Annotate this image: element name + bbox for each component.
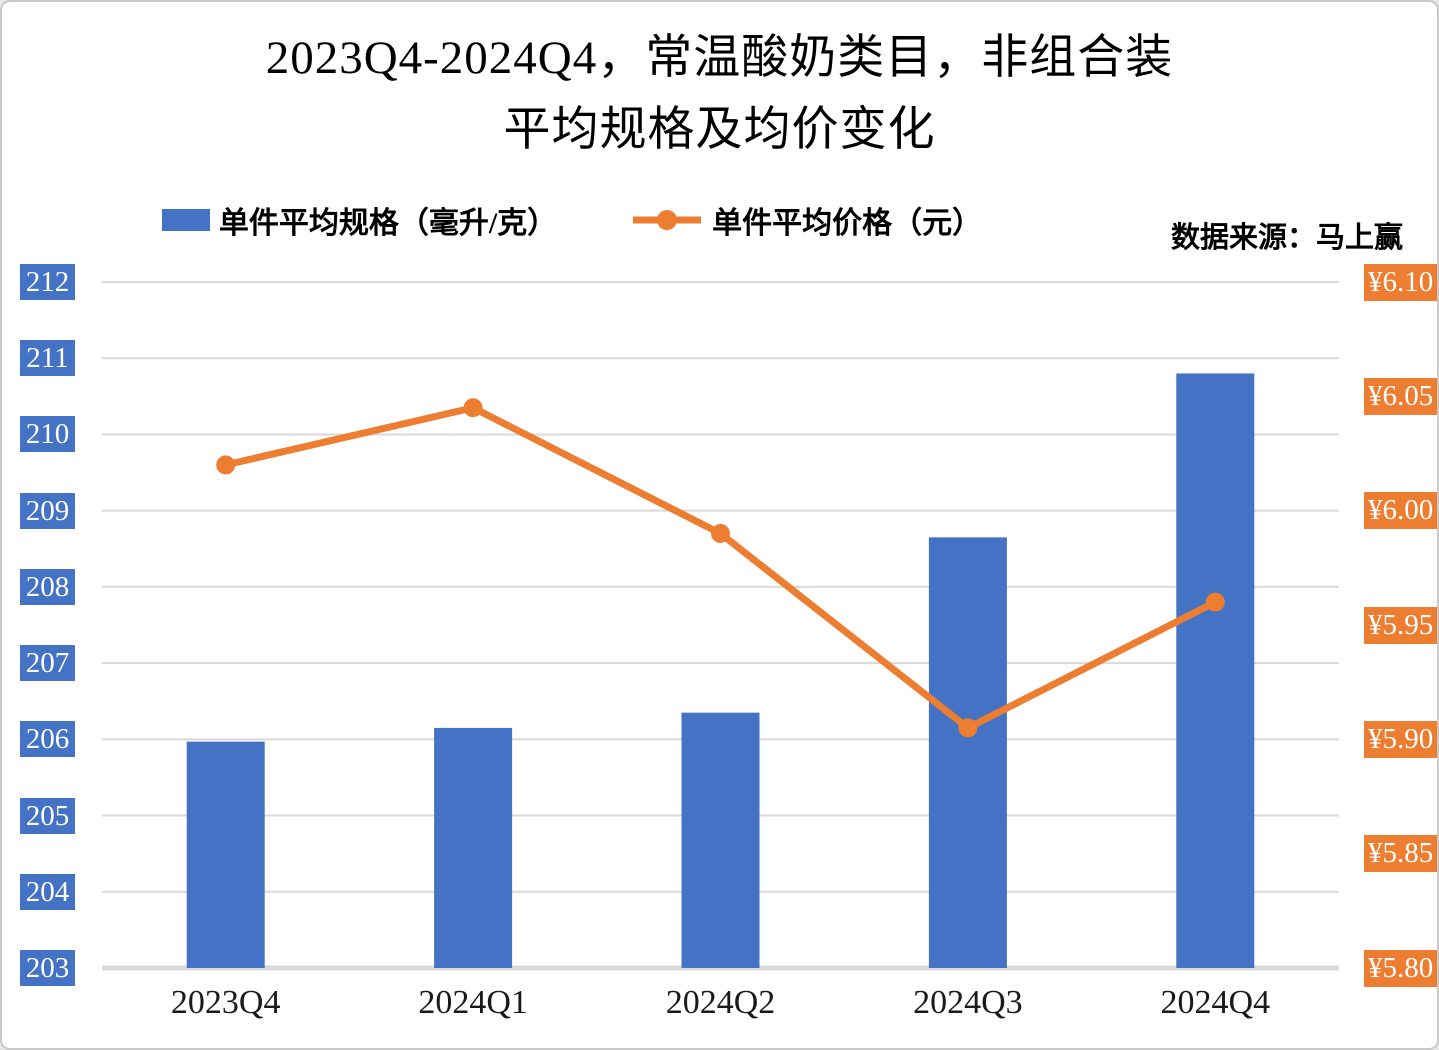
left-axis-tick-208: 208 — [20, 568, 75, 605]
left-axis-tick-206: 206 — [20, 721, 75, 758]
price-marker-2023Q4 — [216, 455, 236, 475]
bar-2024Q3 — [928, 537, 1007, 968]
left-axis-tick-207: 207 — [20, 645, 75, 682]
x-axis-label-2023Q4: 2023Q4 — [170, 984, 281, 1021]
right-axis-tick-¥5.80: ¥5.80 — [1364, 949, 1437, 987]
data-source-note: 数据来源：马上赢 — [1170, 222, 1403, 254]
bar-2023Q4 — [186, 741, 265, 968]
left-axis-tick-212: 212 — [20, 264, 75, 300]
legend-item-price: 单件平均价格（元） — [631, 198, 982, 242]
legend-item-spec: 单件平均规格（毫升/克） — [161, 198, 558, 242]
bar-2024Q4 — [1176, 373, 1255, 968]
right-axis-tick-¥5.95: ¥5.95 — [1364, 606, 1437, 644]
price-line — [222, 404, 1219, 732]
left-axis-tick-204: 204 — [20, 873, 75, 910]
line-series-swatch-icon — [633, 210, 702, 230]
legend: 单件平均规格（毫升/克） 单件平均价格（元） — [2, 198, 1142, 242]
left-axis-tick-205: 205 — [20, 797, 75, 834]
bar-series-swatch-icon — [161, 209, 210, 231]
right-axis-tick-¥6.00: ¥6.00 — [1364, 492, 1437, 530]
left-axis-tick-209: 209 — [20, 492, 75, 529]
left-axis-tick-203: 203 — [20, 950, 75, 986]
left-axis-tick-210: 210 — [20, 416, 75, 453]
x-axis-label-2024Q1: 2024Q1 — [418, 984, 528, 1021]
x-axis-label-2024Q3: 2024Q3 — [913, 984, 1023, 1021]
legend-label-spec: 单件平均规格（毫升/克） — [218, 207, 558, 240]
chart-title: 2023Q4-2024Q4，常温酸奶类目，非组合装 平均规格及均价变化 — [2, 22, 1437, 166]
right-axis-tick-¥6.05: ¥6.05 — [1364, 377, 1437, 415]
price-marker-2024Q2 — [711, 524, 730, 544]
x-axis-label-2024Q4: 2024Q4 — [1160, 984, 1271, 1021]
left-axis-tick-211: 211 — [20, 340, 75, 377]
chart-title-line1: 2023Q4-2024Q4，常温酸奶类目，非组合装 — [265, 32, 1174, 84]
chart-title-line2: 平均规格及均价变化 — [503, 104, 936, 156]
bar-2024Q1 — [434, 727, 513, 968]
price-marker-2024Q3 — [958, 718, 978, 738]
legend-label-price: 单件平均价格（元） — [712, 207, 983, 240]
right-axis-tick-¥5.85: ¥5.85 — [1364, 835, 1437, 873]
right-axis-tick-¥5.90: ¥5.90 — [1364, 720, 1437, 758]
bar-2024Q2 — [681, 712, 760, 968]
price-marker-2024Q1 — [463, 398, 483, 418]
right-axis-tick-¥6.10: ¥6.10 — [1364, 263, 1437, 301]
price-marker-2024Q4 — [1205, 592, 1225, 612]
x-axis-label-2024Q2: 2024Q2 — [665, 984, 776, 1021]
